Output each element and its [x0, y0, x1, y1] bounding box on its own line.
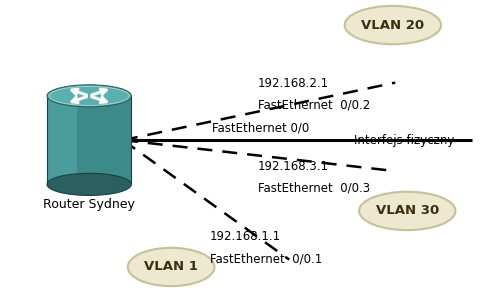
Text: VLAN 30: VLAN 30 [375, 204, 439, 217]
FancyBboxPatch shape [47, 96, 77, 184]
Text: FastEthernet  0/0.2: FastEthernet 0/0.2 [258, 99, 370, 112]
Text: FastEthernet  0/0.3: FastEthernet 0/0.3 [258, 181, 370, 194]
Text: VLAN 20: VLAN 20 [362, 19, 424, 32]
Text: 192.168.1.1: 192.168.1.1 [210, 230, 281, 243]
Text: 192.168.2.1: 192.168.2.1 [258, 77, 329, 90]
Ellipse shape [47, 173, 131, 196]
Text: FastEthernet 0/0: FastEthernet 0/0 [212, 121, 309, 134]
Text: FastEthernet  0/0.1: FastEthernet 0/0.1 [210, 252, 322, 265]
Ellipse shape [47, 85, 131, 107]
Text: Interfejs fizyczny: Interfejs fizyczny [354, 134, 455, 147]
Ellipse shape [128, 248, 214, 286]
Ellipse shape [359, 192, 455, 230]
Text: Router Sydney: Router Sydney [43, 198, 135, 211]
Ellipse shape [345, 6, 441, 44]
Text: VLAN 1: VLAN 1 [144, 260, 198, 273]
Text: 192.168.3.1: 192.168.3.1 [258, 160, 329, 173]
FancyBboxPatch shape [47, 96, 131, 184]
